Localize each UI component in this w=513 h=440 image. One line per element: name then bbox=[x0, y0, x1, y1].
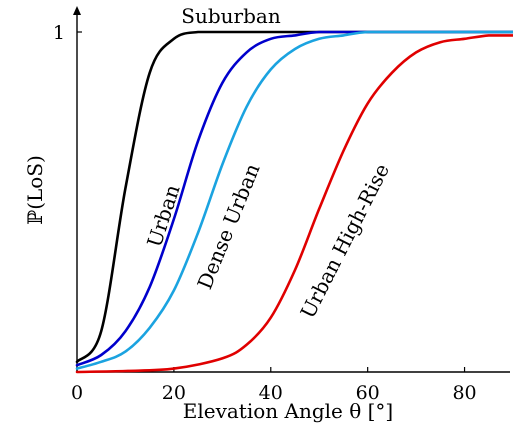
series-line-dense-urban bbox=[75, 30, 513, 370]
y-axis-label: ℙ(LoS) bbox=[23, 155, 47, 225]
y-tick-label: 1 bbox=[53, 22, 65, 44]
x-tick-label: 0 bbox=[71, 382, 83, 404]
series-label-urban-high-rise: Urban High-Rise bbox=[295, 160, 394, 323]
x-axis-label: Elevation Angle θ [°] bbox=[183, 399, 394, 423]
series-label-dense-urban: Dense Urban bbox=[192, 160, 264, 293]
curves bbox=[75, 30, 513, 374]
series-line-urban bbox=[75, 30, 513, 367]
y-axis bbox=[73, 6, 81, 372]
ticks: 0 20 40 60 80 1 bbox=[53, 22, 477, 404]
x-tick-label: 80 bbox=[452, 382, 476, 404]
series-label-suburban: Suburban bbox=[181, 4, 281, 28]
x-tick-label: 60 bbox=[356, 382, 380, 404]
x-tick-label: 40 bbox=[259, 382, 283, 404]
series-label-urban: Urban bbox=[142, 182, 185, 250]
y-axis-arrowhead bbox=[73, 6, 81, 15]
x-tick-label: 20 bbox=[162, 382, 186, 404]
series-line-suburban bbox=[75, 30, 513, 364]
curve-labels: Suburban Urban Dense Urban Urban High-Ri… bbox=[142, 4, 394, 322]
series-line-urban-high-rise bbox=[75, 34, 513, 374]
